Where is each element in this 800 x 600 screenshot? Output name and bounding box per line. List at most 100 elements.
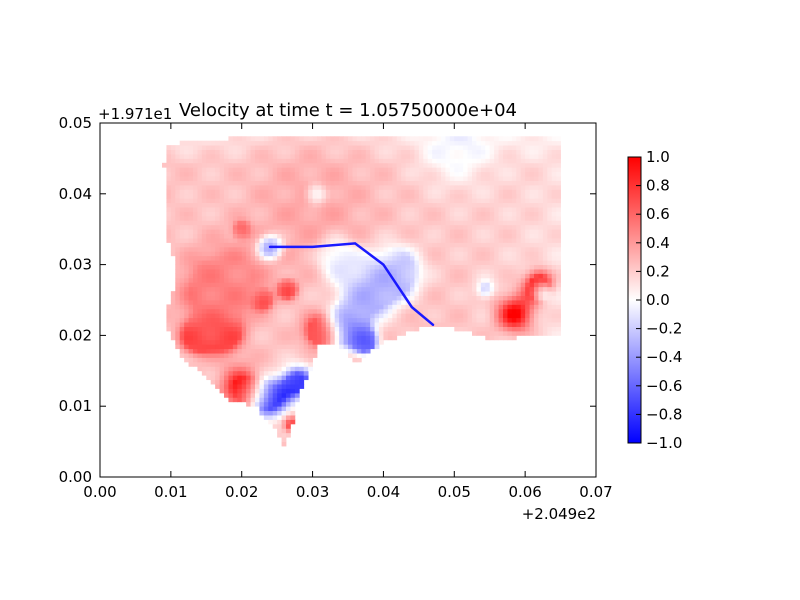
heatmap-cell bbox=[352, 176, 358, 181]
heatmap-cell bbox=[277, 220, 282, 226]
heatmap-cell bbox=[299, 145, 305, 150]
heatmap-cell bbox=[547, 317, 553, 323]
heatmap-cell bbox=[467, 149, 473, 155]
heatmap-cell bbox=[454, 189, 460, 195]
heatmap-cell bbox=[348, 277, 353, 283]
heatmap-cell bbox=[480, 189, 486, 195]
heatmap-cell bbox=[308, 158, 313, 164]
heatmap-cell bbox=[445, 246, 451, 252]
heatmap-cell bbox=[184, 220, 189, 226]
heatmap-cell bbox=[480, 330, 486, 336]
heatmap-cell bbox=[175, 322, 181, 327]
heatmap-cell bbox=[290, 361, 296, 367]
heatmap-cell bbox=[237, 397, 243, 403]
heatmap-cell bbox=[534, 238, 539, 243]
heatmap-cell bbox=[281, 207, 287, 212]
heatmap-cell bbox=[193, 344, 198, 350]
heatmap-cell bbox=[317, 339, 322, 345]
heatmap-cell bbox=[175, 344, 181, 350]
heatmap-cell bbox=[299, 361, 305, 367]
heatmap-cell bbox=[250, 269, 256, 274]
heatmap-cell bbox=[458, 202, 464, 208]
heatmap-cell bbox=[201, 295, 207, 301]
heatmap-cell bbox=[441, 260, 446, 266]
heatmap-cell bbox=[534, 246, 539, 252]
heatmap-cell bbox=[392, 335, 398, 341]
heatmap-cell bbox=[503, 313, 508, 319]
heatmap-cell bbox=[334, 193, 340, 199]
heatmap-cell bbox=[379, 286, 384, 292]
heatmap-cell bbox=[387, 335, 393, 341]
heatmap-cell bbox=[485, 313, 491, 319]
heatmap-cell bbox=[321, 322, 327, 327]
heatmap-cell bbox=[387, 304, 393, 310]
y-offset-label: +1.971e1 bbox=[98, 105, 172, 123]
heatmap-cell bbox=[551, 313, 557, 319]
heatmap-cell bbox=[511, 300, 517, 305]
heatmap-cell bbox=[317, 229, 322, 235]
heatmap-cell bbox=[387, 153, 393, 159]
heatmap-cell bbox=[383, 193, 389, 199]
heatmap-cell bbox=[184, 295, 189, 301]
heatmap-cell bbox=[237, 224, 243, 230]
heatmap-cell bbox=[401, 158, 406, 164]
heatmap-cell bbox=[325, 162, 331, 168]
heatmap-cell bbox=[507, 246, 513, 252]
heatmap-cell bbox=[556, 171, 561, 177]
heatmap-cell bbox=[215, 246, 220, 252]
heatmap-cell bbox=[392, 242, 398, 248]
heatmap-cell bbox=[290, 202, 296, 208]
heatmap-cell bbox=[334, 184, 340, 190]
heatmap-cell bbox=[480, 211, 486, 217]
heatmap-cell bbox=[170, 335, 176, 341]
heatmap-cell bbox=[392, 171, 398, 177]
heatmap-cell bbox=[321, 286, 327, 292]
heatmap-cell bbox=[379, 304, 384, 310]
heatmap-cell bbox=[379, 322, 384, 327]
heatmap-cell bbox=[197, 162, 203, 168]
heatmap-cell bbox=[396, 171, 402, 177]
heatmap-cell bbox=[246, 255, 251, 261]
heatmap-cell bbox=[427, 158, 433, 164]
heatmap-cell bbox=[542, 171, 548, 177]
heatmap-cell bbox=[547, 233, 553, 239]
heatmap-cell bbox=[259, 215, 265, 221]
heatmap-cell bbox=[268, 233, 274, 239]
heatmap-cell bbox=[228, 388, 234, 394]
heatmap-cell bbox=[458, 211, 464, 217]
heatmap-cell bbox=[224, 246, 229, 252]
heatmap-cell bbox=[348, 162, 353, 168]
heatmap-cell bbox=[272, 313, 278, 319]
heatmap-cell bbox=[480, 158, 486, 164]
heatmap-cell bbox=[228, 246, 234, 252]
heatmap-cell bbox=[339, 277, 344, 283]
heatmap-cell bbox=[383, 211, 389, 217]
heatmap-cell bbox=[206, 229, 212, 235]
heatmap-cell bbox=[511, 189, 517, 195]
heatmap-cell bbox=[556, 300, 561, 305]
heatmap-cell bbox=[259, 326, 265, 332]
heatmap-cell bbox=[516, 136, 522, 142]
heatmap-cell bbox=[232, 304, 238, 310]
heatmap-cell bbox=[263, 233, 269, 239]
heatmap-cell bbox=[458, 291, 464, 296]
heatmap-cell bbox=[263, 304, 269, 310]
heatmap-cell bbox=[312, 238, 318, 243]
heatmap-cell bbox=[480, 251, 486, 257]
heatmap-cell bbox=[356, 264, 362, 270]
heatmap-cell bbox=[255, 189, 260, 195]
heatmap-cell bbox=[237, 202, 243, 208]
heatmap-cell bbox=[255, 322, 260, 327]
heatmap-cell bbox=[241, 180, 247, 186]
heatmap-cell bbox=[303, 308, 309, 314]
heatmap-cell bbox=[197, 193, 203, 199]
heatmap-cell bbox=[436, 308, 442, 314]
heatmap-cell bbox=[166, 313, 172, 319]
heatmap-cell bbox=[503, 277, 508, 283]
heatmap-cell bbox=[294, 220, 300, 226]
heatmap-cell bbox=[263, 153, 269, 159]
heatmap-cell bbox=[175, 255, 181, 261]
heatmap-cell bbox=[489, 158, 495, 164]
heatmap-cell bbox=[414, 269, 420, 274]
heatmap-cell bbox=[498, 136, 504, 142]
